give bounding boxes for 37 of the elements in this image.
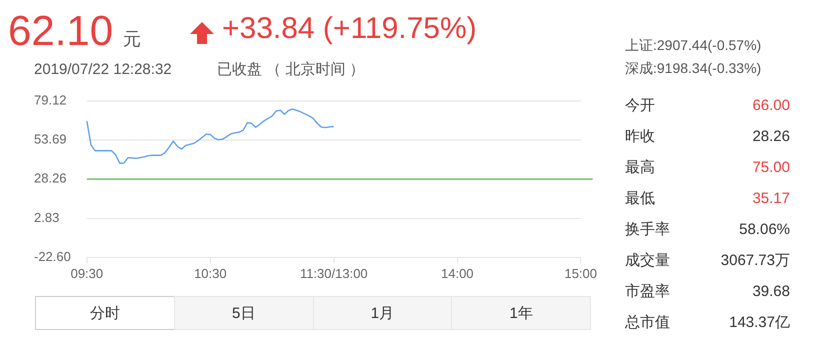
text: 上证:2907.44(-0.57%): [625, 37, 762, 53]
text: 元: [123, 29, 141, 49]
text: 62.10: [8, 7, 114, 54]
text: 已收盘 （ 北京时间 ）: [217, 61, 365, 78]
y-tick-label: 53.69: [34, 132, 67, 147]
x-tick-label: 15:00: [564, 266, 598, 281]
text: 换手率: [625, 221, 670, 238]
text: 最低: [625, 190, 655, 207]
y-tick-label: 2.83: [34, 210, 60, 225]
text: 深成:9198.34(-0.33%): [625, 60, 762, 76]
x-tick-label: 10:30: [194, 266, 227, 281]
text: 市盈率: [625, 283, 670, 300]
y-tick-label: -22.60: [34, 248, 71, 264]
text: 最高: [625, 159, 655, 176]
y-tick-label: 28.26: [34, 170, 67, 186]
text: 35.17: [751, 190, 790, 207]
text: 1月: [312, 296, 452, 330]
y-tick-label: 79.12: [34, 92, 67, 108]
text: 5日: [174, 296, 314, 330]
x-tick-label: 14:00: [440, 266, 474, 281]
text: 成交量: [625, 252, 670, 269]
text: 总市值: [625, 314, 670, 331]
text: 143.37亿: [728, 314, 790, 331]
text: 1年: [451, 296, 591, 330]
x-tick-label: 11:30/13:00: [300, 266, 368, 281]
text: 66.00: [751, 97, 790, 114]
text: 昨收: [625, 128, 655, 145]
text: 2019/07/22 12:28:32: [34, 61, 172, 78]
text: 28.26: [751, 128, 790, 145]
text: 分时: [35, 296, 175, 330]
x-tick-label: 09:30: [70, 266, 104, 281]
text: 39.68: [751, 283, 790, 300]
text: +33.84 (+119.75%): [222, 12, 477, 45]
text: 75.00: [751, 159, 790, 176]
text: 今开: [625, 97, 655, 114]
text: 58.06%: [738, 221, 790, 238]
text: 3067.73万: [720, 252, 790, 269]
